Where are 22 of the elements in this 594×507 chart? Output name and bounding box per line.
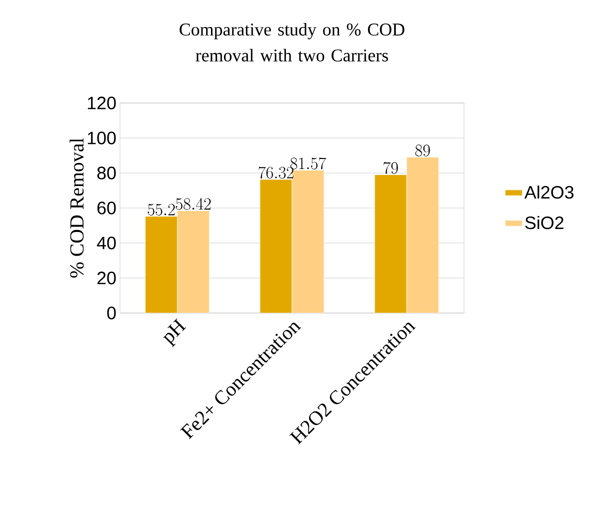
data-label: 79 — [384, 162, 398, 174]
y-tick-label: 60 — [97, 202, 116, 214]
bar — [177, 210, 210, 313]
bar — [406, 157, 439, 313]
y-tick-label: 80 — [97, 166, 116, 180]
y-tick-label: 120 — [88, 96, 116, 110]
data-label: 89 — [415, 144, 430, 156]
bar — [260, 179, 292, 313]
y-axis-title: % COD Removal — [70, 138, 84, 278]
data-label: 58.42 — [176, 198, 211, 210]
legend-label: SiO2 — [525, 216, 564, 230]
y-tick-label: 40 — [96, 236, 116, 250]
y-tick-label: 100 — [88, 132, 116, 144]
chart-title: Comparative study on % COD removal with two Carriers — [180, 22, 404, 62]
bar — [374, 174, 407, 313]
y-tick-label: 0 — [107, 306, 116, 320]
bar — [292, 170, 324, 313]
legend-label: Al2O3 — [524, 186, 574, 199]
data-label: 55.2 — [148, 204, 175, 216]
y-tick-label: 20 — [97, 272, 116, 284]
bar — [145, 216, 178, 313]
x-tick-label: pH — [163, 318, 186, 348]
